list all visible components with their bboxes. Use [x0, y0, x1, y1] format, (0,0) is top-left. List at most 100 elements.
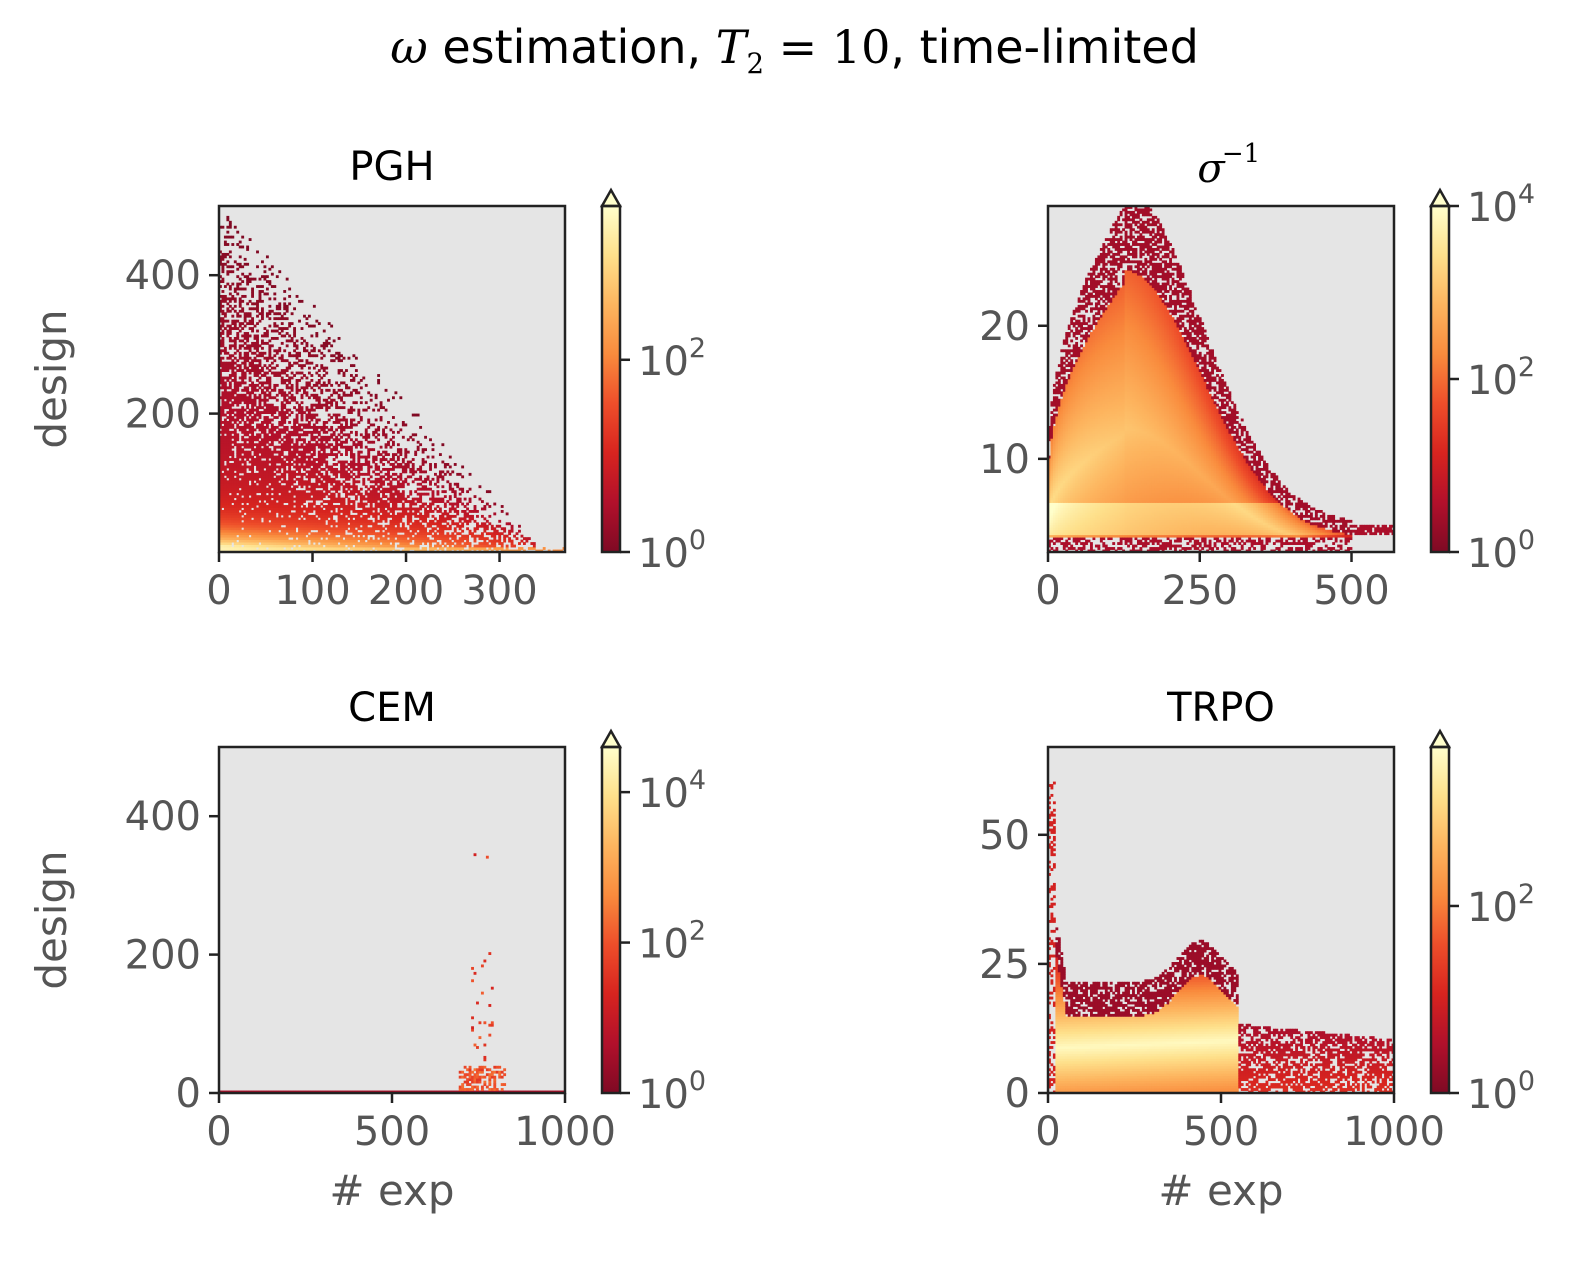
heatmap-cell — [243, 547, 247, 550]
heatmap-cell — [525, 537, 529, 541]
heatmap-cell — [317, 445, 321, 449]
heatmap-cell — [223, 477, 227, 481]
heatmap-cell — [374, 502, 378, 506]
heatmap-cell — [219, 309, 222, 313]
heatmap-cell — [399, 482, 403, 486]
heatmap-cell — [243, 517, 247, 521]
heatmap-cell — [461, 537, 465, 541]
heatmap-cell — [256, 265, 259, 269]
heatmap-cell — [236, 547, 240, 550]
heatmap-cell — [330, 359, 334, 363]
heatmap-cell — [278, 512, 282, 516]
heatmap-cell — [359, 450, 363, 454]
heatmap-cell — [251, 386, 254, 390]
heatmap-cell — [518, 524, 521, 528]
heatmap-cell — [332, 458, 336, 461]
heatmap-cell — [441, 537, 445, 541]
heatmap-cell — [295, 379, 299, 382]
heatmap-cell — [295, 507, 299, 511]
heatmap-cell — [253, 529, 257, 533]
heatmap-cell — [265, 534, 269, 538]
heatmap-cell — [226, 270, 230, 274]
heatmap-cell — [414, 450, 418, 454]
heatmap-cell — [335, 463, 339, 466]
heatmap-cell — [317, 509, 321, 513]
heatmap-cell — [278, 465, 282, 469]
heatmap-cell — [261, 354, 264, 358]
heatmap-cell — [342, 519, 346, 523]
heatmap-cell — [270, 477, 274, 481]
heatmap-cell — [233, 408, 237, 412]
heatmap-cell — [298, 379, 301, 382]
heatmap-cell — [327, 522, 331, 526]
heatmap-cell — [251, 388, 254, 392]
heatmap-cell — [243, 433, 247, 437]
heatmap-cell — [233, 482, 237, 486]
heatmap-cell — [332, 413, 336, 417]
heatmap-cell — [384, 537, 388, 541]
heatmap-cell — [315, 332, 319, 335]
heatmap-cell — [268, 532, 272, 536]
heatmap-cell — [362, 539, 366, 543]
heatmap-cell — [228, 364, 232, 368]
heatmap-cell — [238, 354, 242, 358]
heatmap-cell — [243, 463, 247, 466]
heatmap-cell — [305, 317, 309, 321]
heatmap-cell — [253, 302, 257, 306]
heatmap-cell — [369, 532, 373, 536]
heatmap-cell — [431, 443, 435, 447]
heatmap-cell — [221, 304, 225, 308]
heatmap-cell — [226, 230, 230, 234]
heatmap-cell — [458, 472, 462, 476]
heatmap-cell — [231, 470, 235, 474]
heatmap-cell — [357, 470, 361, 474]
heatmap-cell — [285, 514, 289, 518]
heatmap-cell — [258, 487, 262, 491]
heatmap-cell — [238, 453, 242, 457]
heatmap-cell — [228, 366, 232, 370]
heatmap-cell — [441, 524, 445, 528]
heatmap-cell — [320, 443, 324, 447]
heatmap-cell — [228, 339, 232, 343]
heatmap-cell — [438, 509, 442, 513]
heatmap-cell — [471, 532, 474, 536]
heatmap-cell — [409, 544, 413, 548]
heatmap-cell — [1050, 529, 1054, 533]
heatmap-cell — [238, 339, 242, 343]
heatmap-cell — [1050, 438, 1054, 442]
heatmap-cell — [243, 480, 247, 484]
heatmap-cell — [1050, 435, 1054, 439]
heatmap-cell — [357, 467, 361, 471]
heatmap-cell — [293, 425, 297, 429]
heatmap-cell — [226, 391, 230, 395]
heatmap-cell — [414, 529, 418, 533]
heatmap-cell — [300, 512, 304, 516]
heatmap-cell — [300, 445, 304, 449]
heatmap-cell — [268, 507, 272, 511]
heatmap-cell — [270, 507, 274, 511]
heatmap-cell — [273, 490, 277, 494]
heatmap-cell — [431, 492, 435, 496]
heatmap-cell — [268, 522, 272, 526]
heatmap-cell — [416, 445, 420, 449]
heatmap-cell — [345, 369, 348, 372]
heatmap-cell — [307, 351, 311, 355]
heatmap-cell — [330, 403, 334, 407]
heatmap-cell — [330, 492, 334, 496]
heatmap-cell — [392, 537, 395, 541]
heatmap-cell — [258, 514, 262, 518]
heatmap-cell — [349, 490, 353, 494]
heatmap-cell — [335, 490, 339, 494]
heatmap-cell — [369, 480, 373, 484]
heatmap-cell — [280, 393, 284, 397]
heatmap-cell — [219, 507, 222, 511]
heatmap-cell — [354, 509, 358, 513]
heatmap-cell — [228, 270, 232, 274]
heatmap-cell — [337, 383, 341, 387]
heatmap-cell — [226, 514, 230, 518]
heatmap-cell — [443, 495, 447, 499]
heatmap-cell — [394, 465, 398, 469]
heatmap-cell — [458, 517, 462, 521]
heatmap-cell — [246, 396, 250, 400]
heatmap-cell — [226, 440, 230, 444]
